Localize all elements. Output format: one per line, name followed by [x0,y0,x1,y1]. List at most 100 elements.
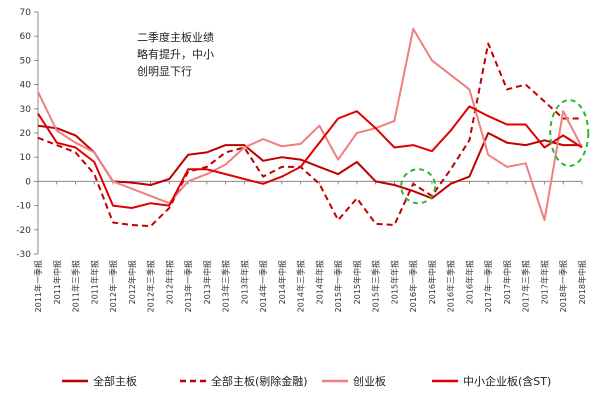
data-point [318,141,320,143]
data-point [356,161,358,163]
data-point [224,173,226,175]
x-tick-label: 2016年一季报 [408,260,418,312]
highlight-layer [400,99,590,205]
data-point [581,146,583,148]
data-point [56,141,58,143]
highlight-ellipse [549,99,590,167]
data-point [206,173,208,175]
data-point [74,141,76,143]
x-tick-label: 2013年三季报 [221,260,231,312]
data-point [112,221,114,223]
data-point [449,74,451,76]
data-point [93,173,95,175]
data-point [506,123,508,125]
data-point [149,184,151,186]
x-tick-label: 2014年一季报 [258,260,268,312]
data-point [468,105,470,107]
data-point [562,144,564,146]
data-point [412,28,414,30]
data-point [149,225,151,227]
highlight-ellipse [400,168,437,205]
y-tick-label: 70 [20,8,32,18]
x-tick-label: 2011年年报 [89,260,99,304]
y-tick-label: 60 [20,32,32,42]
y-tick-label: -30 [16,250,31,260]
data-point [581,117,583,119]
data-point [525,123,527,125]
data-point [412,144,414,146]
legend-label: 中小企业板(含ST) [463,374,551,388]
data-point [243,144,245,146]
data-point [506,166,508,168]
data-point [206,151,208,153]
annotation-line: 创明显下行 [137,65,192,78]
data-point [281,166,283,168]
data-point [356,110,358,112]
x-tick-label: 2011年三季报 [71,260,81,312]
data-point [206,168,208,170]
y-tick-label: 50 [20,56,32,66]
data-point [506,88,508,90]
data-point [131,207,133,209]
data-point [543,146,545,148]
data-point [131,224,133,226]
data-point [318,166,320,168]
series-line-4 [37,105,583,209]
data-point [281,145,283,147]
x-tick-label: 2017年年报 [539,260,549,304]
data-point [56,144,58,146]
x-tick-label: 2017年三季报 [521,260,531,312]
data-point [506,141,508,143]
legend-label: 全部主板(剔除金融) [211,374,308,388]
data-point [37,137,39,139]
data-point [243,146,245,148]
data-point [543,219,545,221]
y-tick-label: 20 [20,129,32,139]
data-point [93,161,95,163]
data-point [168,207,170,209]
y-tick-label: 40 [20,81,32,91]
data-point [468,175,470,177]
data-point [374,127,376,129]
data-point [168,204,170,206]
data-point [356,132,358,134]
data-point [543,139,545,141]
data-point [337,219,339,221]
x-tick-label: 2018年中报 [577,260,587,304]
data-point [337,173,339,175]
data-point [393,224,395,226]
x-tick-label: 2011年一季报 [33,260,43,312]
data-point [393,184,395,186]
annotation-line: 略有提升，中小 [137,47,214,61]
data-point [393,146,395,148]
data-point [56,129,58,131]
data-point [281,175,283,177]
data-point [262,183,264,185]
x-tick-label: 2016年年报 [464,260,474,304]
x-tick-label: 2015年三季报 [371,260,381,312]
data-point [224,144,226,146]
data-point [562,110,564,112]
x-tick-label: 2016年三季报 [446,260,456,312]
data-point [487,132,489,134]
y-tick-label: 10 [20,153,32,163]
annotation-line: 二季度主板业绩 [137,30,214,44]
x-tick-label: 2013年年报 [239,260,249,304]
x-tick-label: 2011年中报 [52,260,62,304]
series-line-2 [37,42,582,228]
data-point [449,168,451,170]
data-point [187,168,189,170]
y-axis: -30 -20 -10 0 10 20 30 40 50 60 70 [16,8,39,260]
legend-label: 创业板 [353,374,386,388]
data-point [262,138,264,140]
x-tick-label: 2014年中报 [277,260,287,304]
data-point [374,180,376,182]
series-layer [37,27,583,228]
data-point [412,190,414,192]
data-point [262,175,264,177]
legend: 全部主板 全部主板(剔除金融) 创业板 中小企业板(含ST) [62,374,551,388]
data-point [562,134,564,136]
data-point [356,197,358,199]
